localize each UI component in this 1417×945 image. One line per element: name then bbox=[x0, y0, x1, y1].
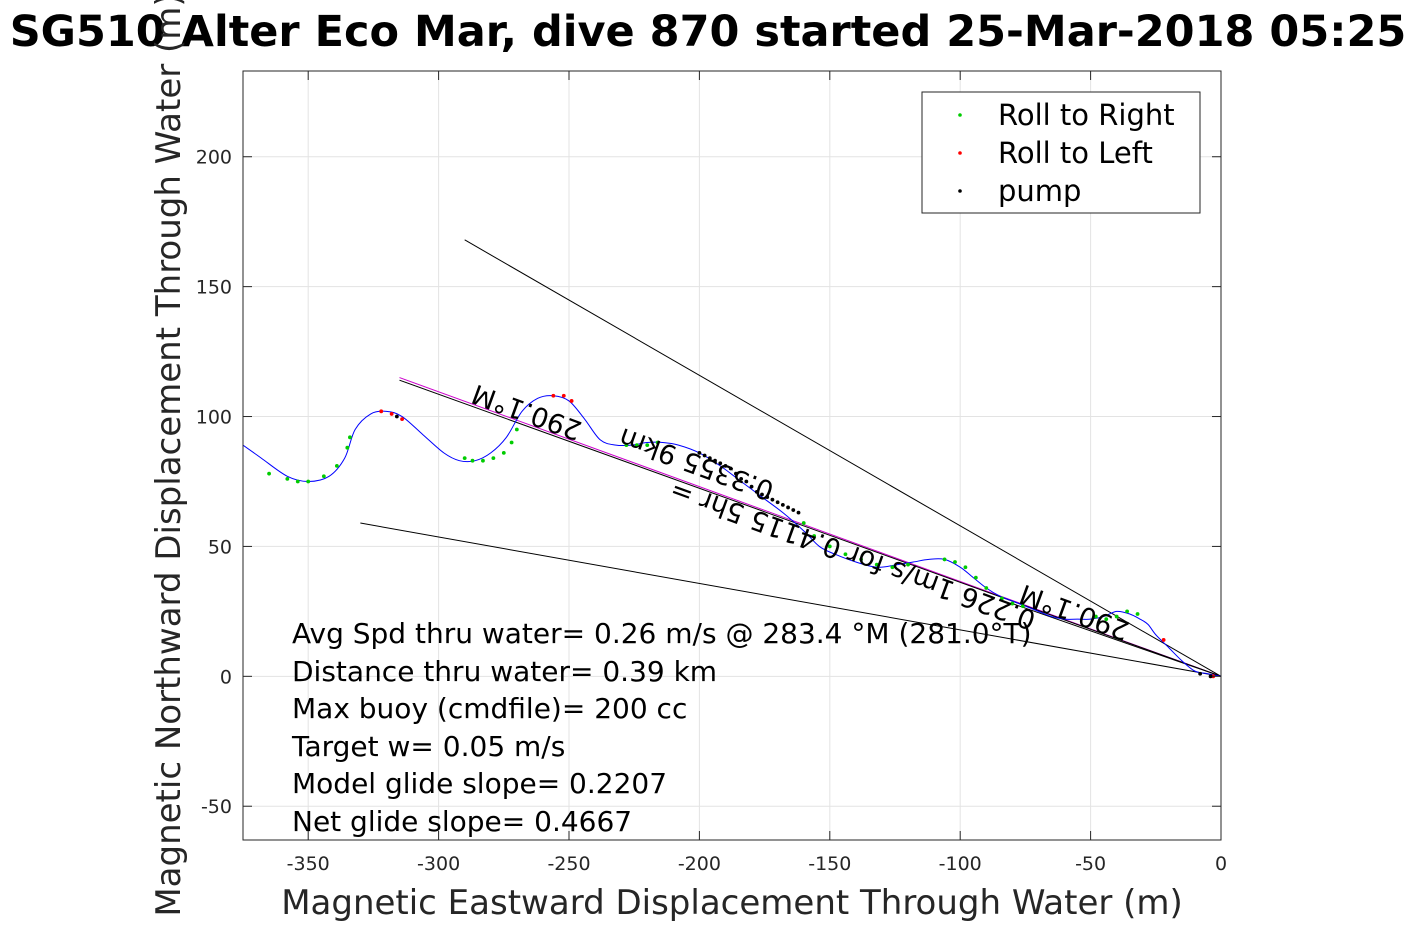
y-axis-label: Magnetic Northward Displacement Through … bbox=[149, 0, 189, 917]
x-axis-label: Magnetic Eastward Displacement Through W… bbox=[281, 883, 1183, 923]
y-tick-label: 100 bbox=[196, 407, 232, 429]
roll-right-point bbox=[285, 477, 289, 481]
roll-right-point bbox=[515, 428, 519, 432]
roll-right-point bbox=[306, 480, 310, 484]
pump-point bbox=[781, 503, 785, 507]
roll-left-point bbox=[379, 409, 383, 413]
legend-marker-roll-right bbox=[958, 113, 962, 117]
pump-point bbox=[786, 506, 790, 510]
stat-max-buoy: Max buoy (cmdfile)= 200 cc bbox=[292, 692, 687, 725]
roll-left-point bbox=[551, 394, 555, 398]
roll-right-point bbox=[348, 435, 352, 439]
legend: Roll to Right Roll to Left pump bbox=[922, 92, 1200, 213]
roll-left-point bbox=[390, 412, 394, 416]
chart: 290.1°M0.3355 9km0.226 1m/s for 0.4115 5… bbox=[0, 0, 1417, 945]
roll-right-point bbox=[974, 576, 978, 580]
chart-title: SG510 Alter Eco Mar, dive 870 started 25… bbox=[10, 7, 1407, 57]
roll-right-point bbox=[267, 472, 271, 476]
roll-right-point bbox=[943, 558, 947, 562]
pump-point bbox=[1209, 674, 1213, 678]
pump-point bbox=[797, 511, 801, 515]
roll-right-point bbox=[491, 456, 495, 460]
x-tick-label: -100 bbox=[939, 853, 982, 875]
roll-right-point bbox=[510, 441, 514, 445]
stat-model-glide-slope: Model glide slope= 0.2207 bbox=[292, 767, 667, 800]
y-tick-label: 50 bbox=[208, 536, 232, 558]
pump-point bbox=[395, 415, 399, 419]
legend-label-pump: pump bbox=[998, 174, 1081, 208]
x-tick-label: -150 bbox=[808, 853, 851, 875]
roll-left-point bbox=[400, 417, 404, 421]
x-tick-label: -200 bbox=[678, 853, 721, 875]
x-tick-label: -350 bbox=[287, 853, 330, 875]
roll-right-point bbox=[953, 560, 957, 564]
legend-marker-pump bbox=[958, 189, 962, 193]
y-tick-label: 200 bbox=[196, 147, 232, 169]
roll-right-point bbox=[502, 451, 506, 455]
roll-right-point bbox=[335, 464, 339, 468]
stat-target-w: Target w= 0.05 m/s bbox=[291, 730, 565, 763]
roll-right-point bbox=[345, 446, 349, 450]
legend-marker-roll-left bbox=[958, 151, 962, 155]
x-tick-label: -250 bbox=[547, 853, 590, 875]
roll-left-point bbox=[562, 394, 566, 398]
legend-label-roll-left: Roll to Left bbox=[998, 136, 1153, 170]
roll-right-point bbox=[322, 474, 326, 478]
pump-point bbox=[776, 500, 780, 504]
roll-left-point bbox=[1162, 638, 1166, 642]
stat-net-glide-slope: Net glide slope= 0.4667 bbox=[292, 805, 632, 838]
x-tick-label: -300 bbox=[417, 853, 460, 875]
pump-point bbox=[791, 508, 795, 512]
y-tick-label: 150 bbox=[196, 277, 232, 299]
stat-distance: Distance thru water= 0.39 km bbox=[292, 655, 717, 688]
x-tick-label: 0 bbox=[1215, 853, 1227, 875]
roll-right-point bbox=[964, 565, 968, 569]
roll-right-point bbox=[463, 456, 467, 460]
y-tick-label: -50 bbox=[201, 796, 232, 818]
y-tick-label: 0 bbox=[220, 666, 232, 688]
stat-avg-speed: Avg Spd thru water= 0.26 m/s @ 283.4 °M … bbox=[292, 617, 1032, 650]
roll-right-point bbox=[1136, 612, 1140, 616]
legend-label-roll-right: Roll to Right bbox=[998, 98, 1175, 132]
roll-right-point bbox=[481, 459, 485, 463]
roll-right-point bbox=[296, 480, 300, 484]
x-tick-label: -50 bbox=[1075, 853, 1106, 875]
roll-left-point bbox=[570, 399, 574, 403]
pump-point bbox=[1198, 672, 1202, 676]
roll-right-point bbox=[471, 459, 475, 463]
roll-right-point bbox=[1125, 609, 1129, 613]
